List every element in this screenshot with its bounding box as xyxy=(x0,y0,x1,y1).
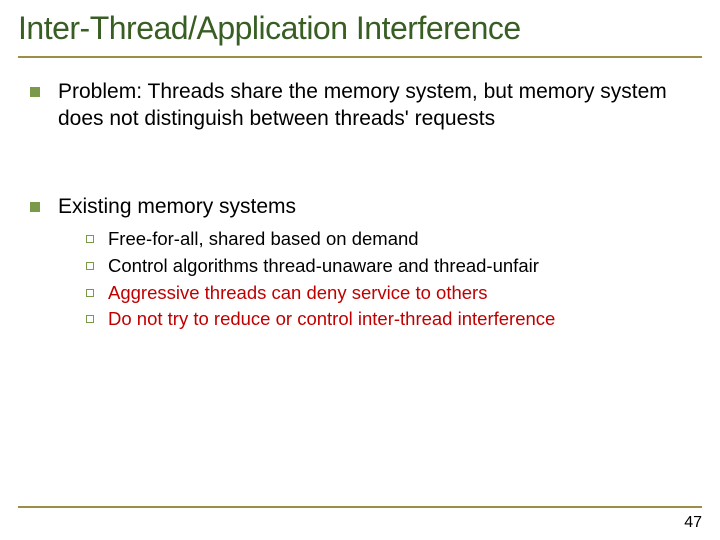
bullet-l2: Do not try to reduce or control inter-th… xyxy=(86,306,690,333)
slide: Inter-Thread/Application Interference Pr… xyxy=(0,0,720,540)
slide-body: Problem: Threads share the memory system… xyxy=(30,78,690,333)
hollow-square-bullet-icon xyxy=(86,315,94,323)
bullet-l1: Problem: Threads share the memory system… xyxy=(30,78,690,133)
hollow-square-bullet-icon xyxy=(86,262,94,270)
page-number: 47 xyxy=(684,514,702,532)
square-bullet-icon xyxy=(30,202,40,212)
title-rule xyxy=(18,56,702,58)
hollow-square-bullet-icon xyxy=(86,235,94,243)
bullet-l2: Control algorithms thread-unaware and th… xyxy=(86,253,690,280)
bullet-text: Problem: Threads share the memory system… xyxy=(58,78,690,133)
bullet-l1: Existing memory systems xyxy=(30,193,690,220)
sub-bullet-group: Free-for-all, shared based on demand Con… xyxy=(86,226,690,333)
bullet-text: Control algorithms thread-unaware and th… xyxy=(108,253,690,280)
bullet-text: Do not try to reduce or control inter-th… xyxy=(108,306,690,333)
bullet-text: Existing memory systems xyxy=(58,193,690,220)
hollow-square-bullet-icon xyxy=(86,289,94,297)
bottom-rule xyxy=(18,506,702,508)
bullet-l2: Aggressive threads can deny service to o… xyxy=(86,280,690,307)
bullet-text: Free-for-all, shared based on demand xyxy=(108,226,690,253)
slide-title: Inter-Thread/Application Interference xyxy=(18,10,702,47)
bullet-text: Aggressive threads can deny service to o… xyxy=(108,280,690,307)
bullet-l2: Free-for-all, shared based on demand xyxy=(86,226,690,253)
square-bullet-icon xyxy=(30,87,40,97)
spacer xyxy=(30,139,690,193)
